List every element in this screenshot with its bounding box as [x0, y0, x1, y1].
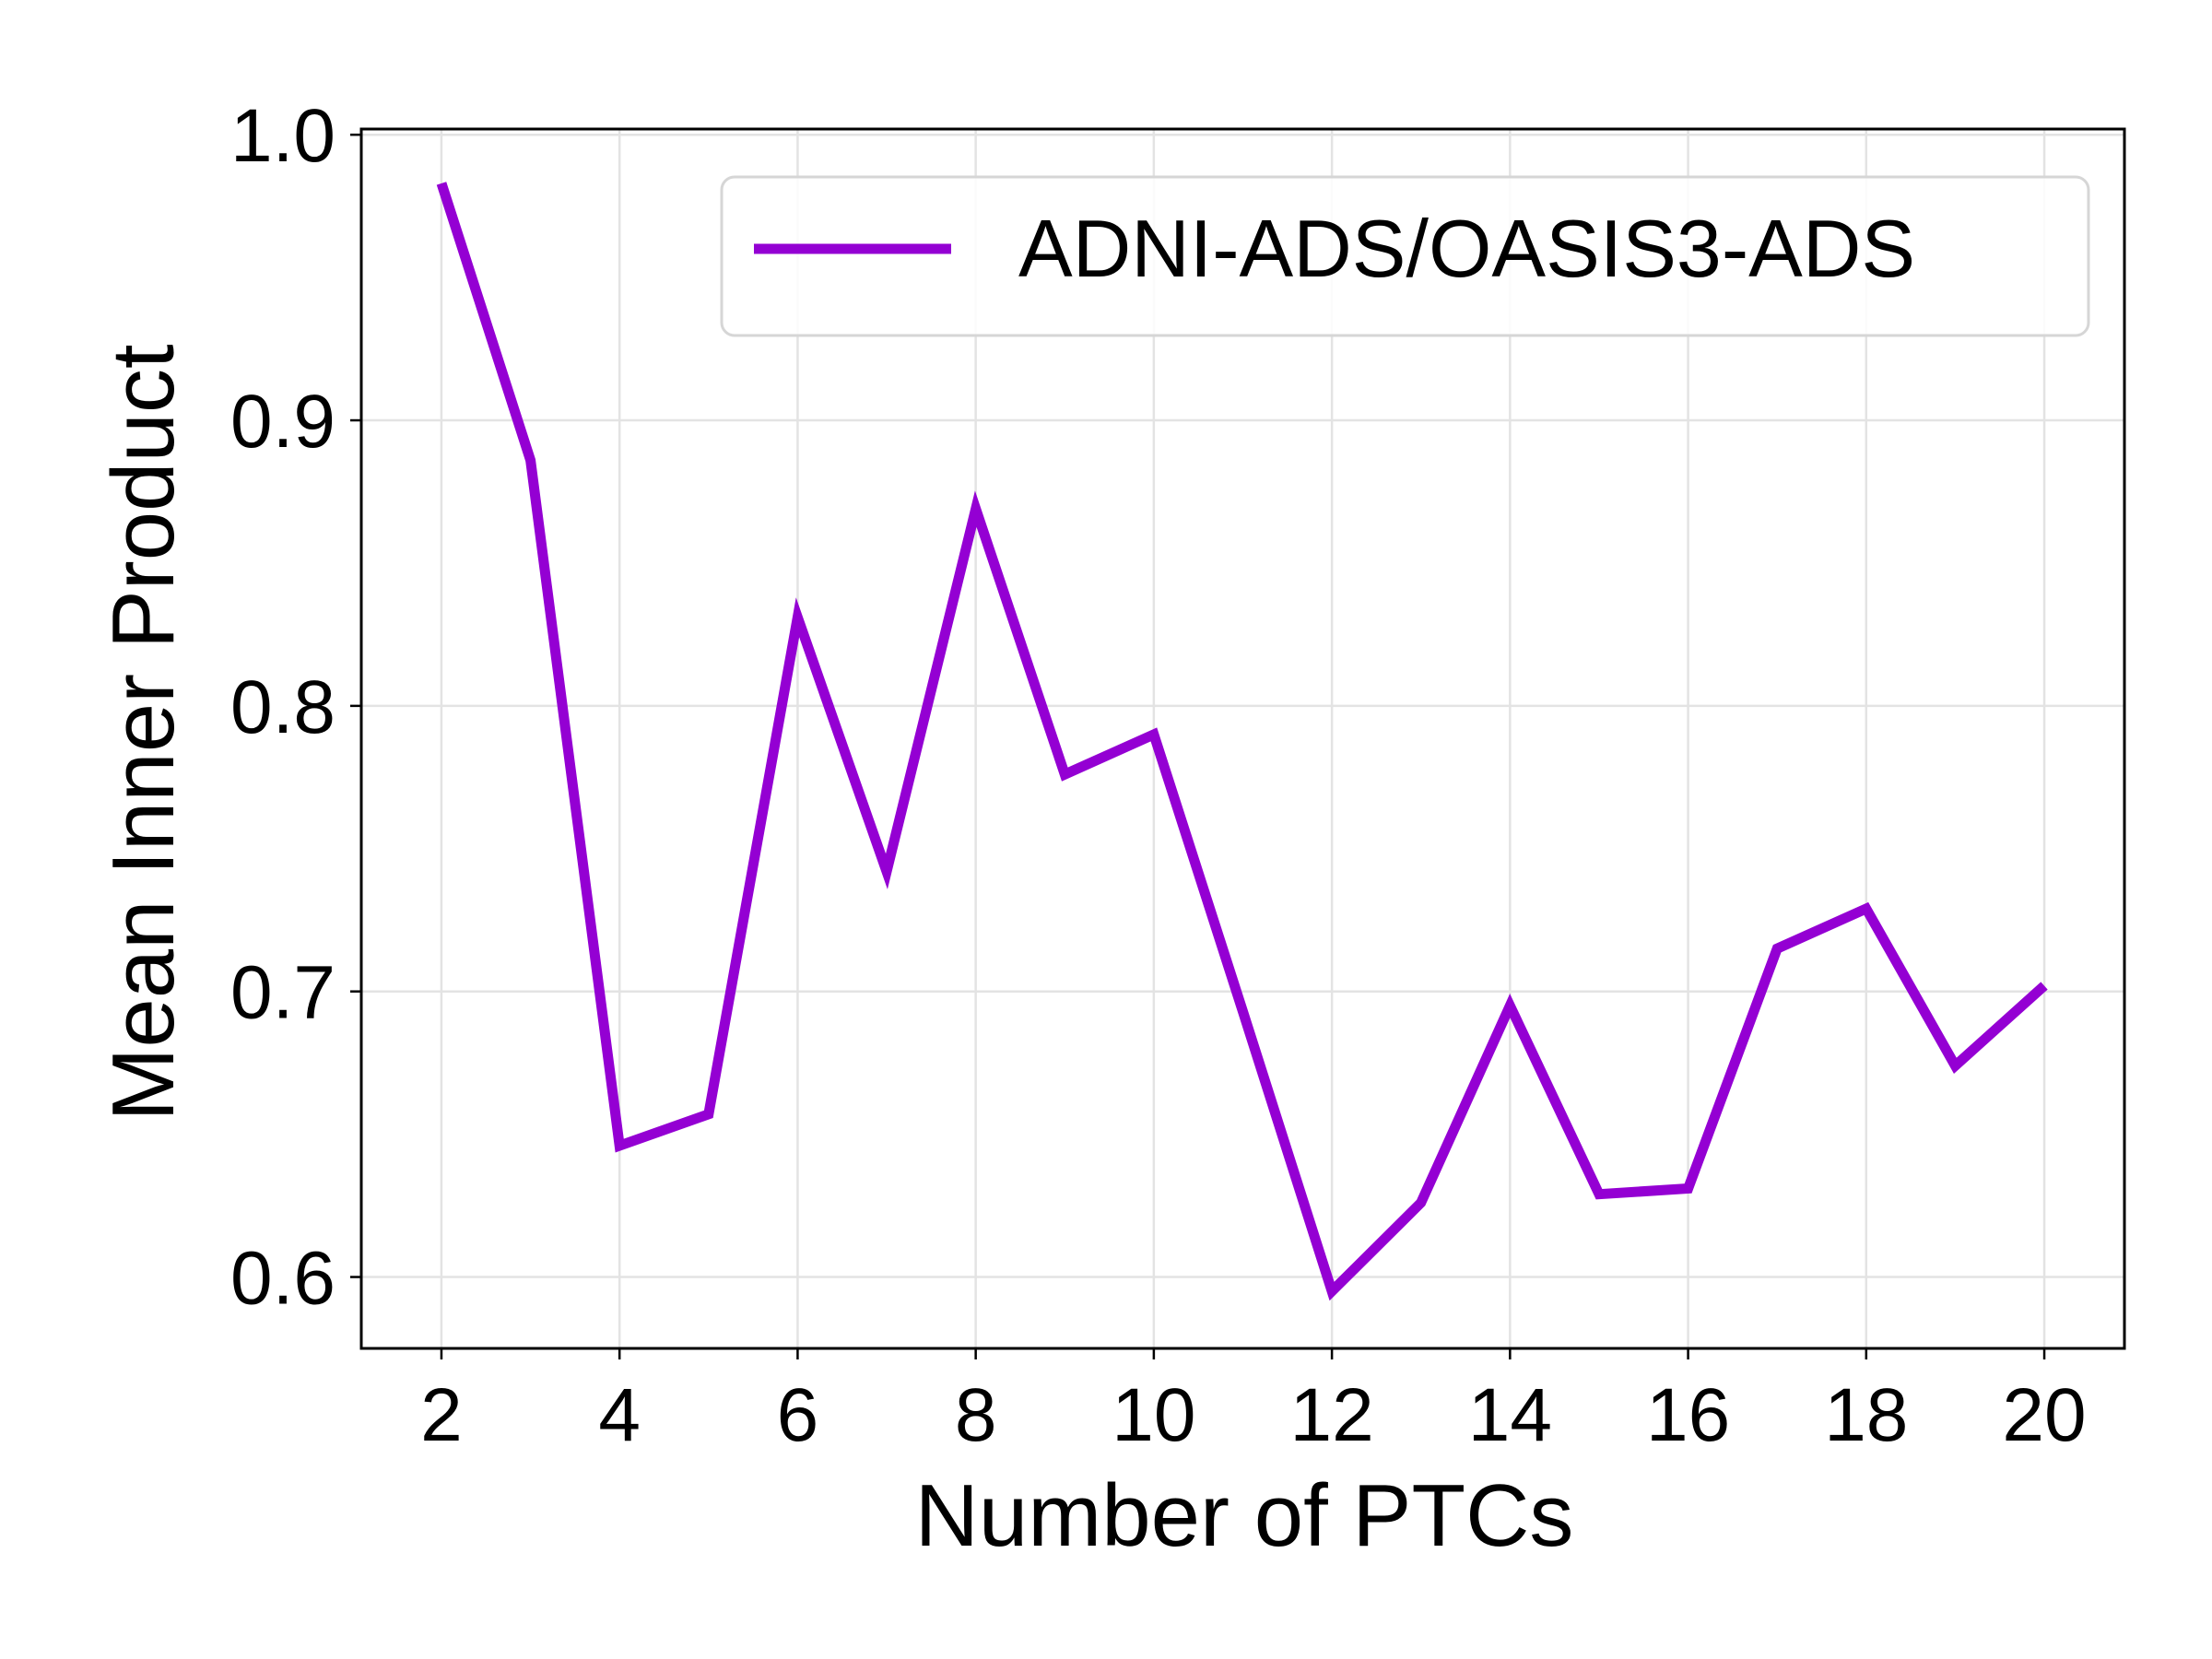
x-tick-label: 14: [1468, 1373, 1552, 1457]
x-tick-label: 6: [777, 1373, 819, 1457]
series-layer: [436, 182, 2048, 1301]
x-tick-label: 8: [955, 1373, 997, 1457]
plot-frame: [359, 127, 2126, 1350]
x-tick-label: 4: [598, 1373, 641, 1457]
y-tick-label: 0.8: [230, 665, 335, 749]
legend: ADNI-ADS/OASIS3-ADS: [720, 175, 2090, 337]
x-tick-label: 20: [2002, 1373, 2086, 1457]
x-tick-label: 18: [1824, 1373, 1908, 1457]
y-tick-label: 0.7: [230, 951, 335, 1035]
y-tick-label: 1.0: [230, 94, 335, 178]
x-tick-label: 16: [1646, 1373, 1730, 1457]
legend-box: [720, 175, 2090, 337]
x-tick-label: 12: [1290, 1373, 1374, 1457]
x-axis-label: Number of PTCs: [915, 1466, 1574, 1565]
series-line: [436, 182, 2048, 1301]
legend-label: ADNI-ADS/OASIS3-ADS: [1018, 203, 1915, 294]
y-axis-label: Mean Inner Product: [94, 344, 193, 1121]
y-tick-label: 0.9: [230, 380, 335, 464]
x-tick-label: 10: [1112, 1373, 1195, 1457]
axis-ticks: 2 4 6 8 10 12 14 16 18 20 0.6 0.7 0.8 0.9 1.0: [230, 94, 2087, 1457]
y-tick-label: 0.6: [230, 1237, 335, 1321]
x-tick-label: 2: [420, 1373, 463, 1457]
